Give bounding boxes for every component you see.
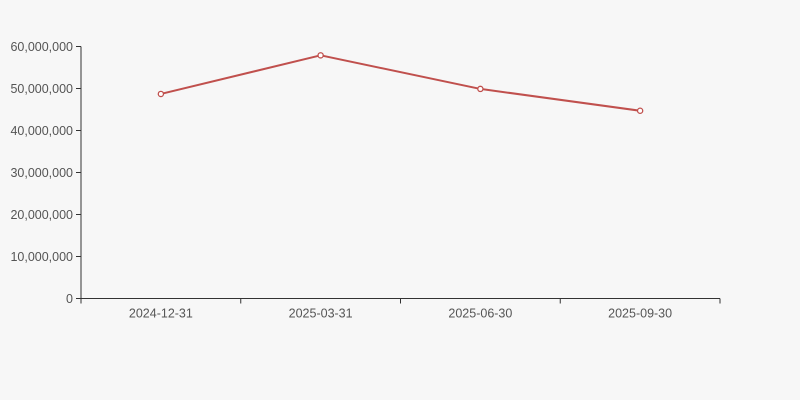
data-point-marker bbox=[477, 85, 484, 93]
y-axis-label: 10,000,000 bbox=[10, 250, 73, 264]
y-axis-label: 50,000,000 bbox=[10, 82, 73, 96]
data-point-marker bbox=[157, 90, 165, 98]
y-axis-label: 60,000,000 bbox=[10, 40, 73, 54]
line-series bbox=[159, 54, 642, 112]
y-axis-label: 30,000,000 bbox=[10, 166, 73, 180]
data-point-marker bbox=[317, 52, 324, 59]
x-axis-label: 2025-06-30 bbox=[448, 307, 512, 321]
y-axis-label: 20,000,000 bbox=[10, 208, 73, 222]
x-axis-label: 2025-09-30 bbox=[608, 307, 672, 321]
data-point-marker bbox=[636, 107, 644, 115]
y-axis-label: 40,000,000 bbox=[10, 124, 73, 138]
y-axis-label: 0 bbox=[66, 292, 73, 306]
x-axis-label: 2025-03-31 bbox=[289, 307, 353, 321]
x-axis-label: 2024-12-31 bbox=[129, 307, 193, 321]
